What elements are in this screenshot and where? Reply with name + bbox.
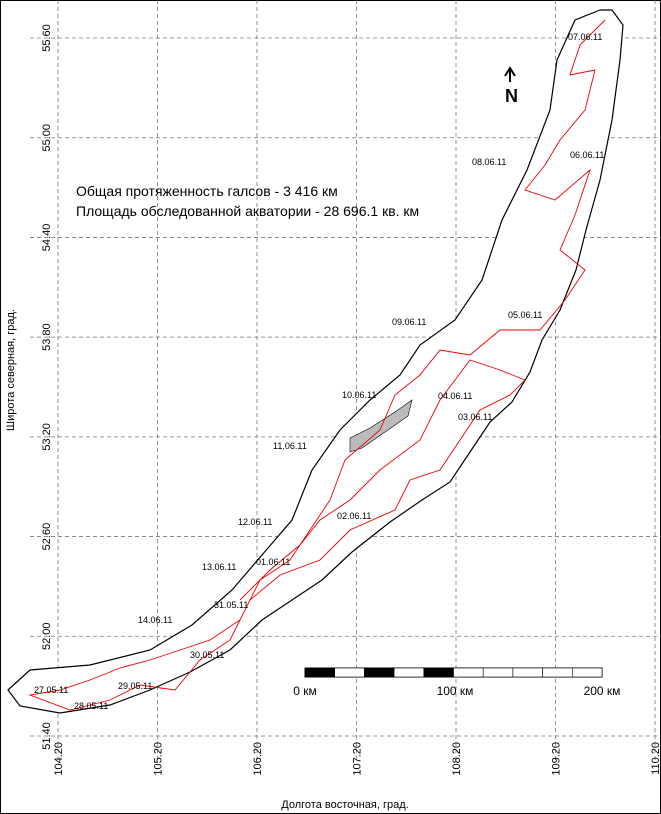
scale-bar	[304, 667, 603, 678]
y-tick-label: 52.00	[41, 623, 53, 651]
y-tick-label: 55.00	[41, 124, 53, 152]
y-tick-label: 53.20	[41, 423, 53, 451]
y-tick-label: 53.80	[41, 323, 53, 351]
track-date: 06.06.11	[570, 150, 604, 160]
y-tick-label: 51.40	[41, 722, 53, 750]
y-axis-title: Широта северная, град.	[5, 309, 17, 431]
track-date: 02.06.11	[337, 511, 371, 521]
north-arrow: N	[505, 86, 518, 106]
y-tick-label: 54.40	[41, 224, 53, 252]
scale-segment	[423, 667, 454, 678]
x-tick-label: 107.20	[352, 742, 364, 776]
track-date: 05.06.11	[508, 310, 542, 320]
scale-label: 200 км	[584, 684, 621, 698]
track-date: 28.05.11	[74, 701, 108, 711]
scale-segment	[393, 667, 425, 678]
scale-label: 0 км	[293, 684, 317, 698]
track-date: 13.06.11	[202, 562, 236, 572]
x-tick-label: 109.20	[551, 742, 563, 776]
scale-label: 100 км	[437, 684, 474, 698]
x-tick-label: 110.20	[650, 742, 661, 775]
track-date: 14.06.11	[138, 615, 172, 625]
x-tick-label: 105.20	[153, 742, 165, 776]
track-date: 29.05.11	[118, 681, 152, 691]
survey-track	[28, 19, 606, 711]
track-date: 04.06.11	[438, 391, 472, 401]
scale-segment	[453, 667, 484, 678]
scale-segment	[334, 667, 365, 678]
track-date: 03.06.11	[458, 412, 492, 422]
x-tick-label: 106.20	[252, 742, 264, 776]
proval-bay	[349, 399, 413, 453]
x-tick-label: 108.20	[451, 742, 463, 776]
summary-line: Площадь обследованной акватории - 28 696…	[76, 203, 419, 219]
scale-segment	[304, 667, 336, 678]
track-date: 27.05.11	[34, 685, 68, 695]
y-tick-label: 52.60	[41, 523, 53, 551]
x-axis-title: Долгота восточная, град.	[281, 799, 408, 811]
scale-segment	[482, 667, 514, 678]
scale-segment	[542, 667, 573, 678]
y-tick-label: 55.60	[41, 24, 53, 52]
track-date: 30.05.11	[190, 650, 224, 660]
track-date: 11.06.11	[273, 441, 307, 451]
track-date: 09.06.11	[392, 317, 426, 327]
track-date: 12.06.11	[238, 517, 272, 527]
track-date: 01.06.11	[256, 557, 290, 567]
scale-segment	[512, 667, 543, 678]
north-arrow-shaft	[504, 66, 516, 82]
track-date: 31.05.11	[214, 600, 248, 610]
summary-line: Общая протяженность галсов - 3 416 км	[76, 183, 338, 199]
scale-segment	[364, 667, 395, 678]
scale-segment	[571, 667, 603, 678]
x-tick-label: 104.20	[53, 742, 65, 776]
track-date: 08.06.11	[472, 157, 506, 167]
track-date: 07.06.11	[568, 32, 602, 42]
track-date: 10.06.11	[342, 390, 376, 400]
